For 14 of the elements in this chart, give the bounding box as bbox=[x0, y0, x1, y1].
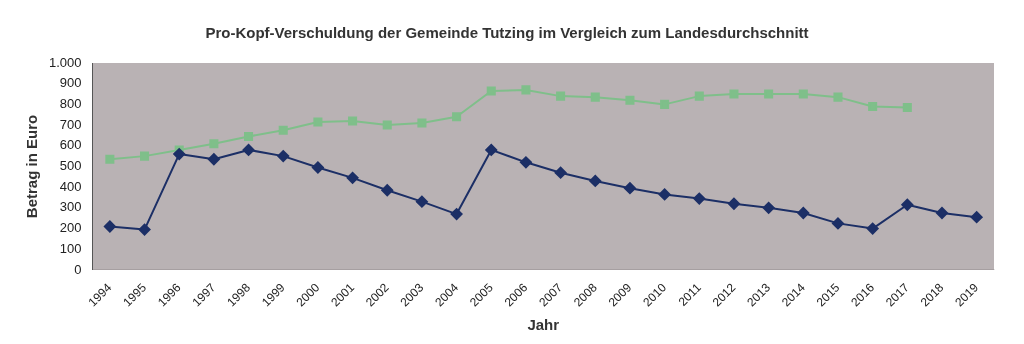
y-axis-title: Betrag in Euro bbox=[23, 114, 41, 219]
chart-title: Pro-Kopf-Verschuldung der Gemeinde Tutzing im Vergleich zum Landesdurchschnitt bbox=[205, 24, 809, 42]
y-tick-label: 1.000 bbox=[48, 54, 82, 70]
y-tick-label: 100 bbox=[59, 240, 82, 256]
y-tick-label: 800 bbox=[59, 95, 82, 111]
y-tick-label: 700 bbox=[59, 116, 82, 132]
y-tick-label: 400 bbox=[59, 178, 82, 194]
y-tick-label: 500 bbox=[59, 158, 82, 174]
y-tick-label: 600 bbox=[59, 137, 82, 153]
y-tick-label: 0 bbox=[74, 261, 82, 277]
y-tick-label: 200 bbox=[59, 220, 82, 236]
y-tick-label: 900 bbox=[59, 75, 82, 91]
y-tick-label: 300 bbox=[59, 199, 82, 215]
x-axis-title: Jahr bbox=[527, 316, 560, 334]
